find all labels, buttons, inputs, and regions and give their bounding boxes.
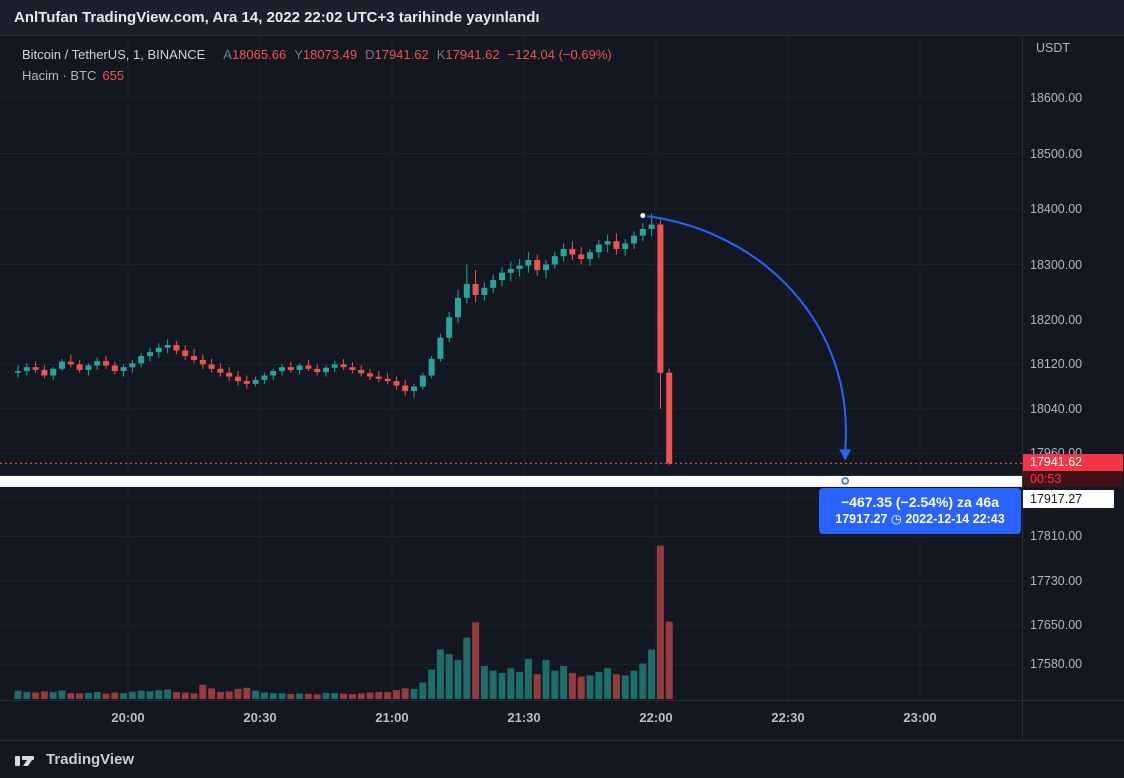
time-axis[interactable]: 20:00 20:30 21:00 21:30 22:00 22:30 23:00 (0, 700, 1124, 740)
price-tick-label: 18500.00 (1030, 146, 1083, 161)
price-tick-label: 18200.00 (1030, 313, 1083, 327)
publish-info-bar: AnlTufan TradingView.com, Ara 14, 2022 2… (0, 0, 1124, 36)
candle-countdown: 00:53 (1023, 471, 1123, 488)
time-tick-label: 22:00 (639, 710, 673, 725)
tradingview-logo-icon[interactable] (14, 749, 36, 771)
price-tick-label: 18400.00 (1030, 202, 1083, 216)
low-key: D (365, 47, 375, 62)
measure-change-text: −467.35 (−2.54%) za 46a (840, 494, 999, 510)
high-value: 18073.49 (302, 47, 358, 62)
tradingview-brand-text[interactable]: TradingView (46, 751, 135, 768)
open-value: 18065.66 (231, 47, 287, 62)
price-axis[interactable]: 17941.62 00:53 17917.27 18600.00 18500.00… (1022, 36, 1124, 700)
legend-symbol-row: Bitcoin / TetherUS, 1, BINANCE A18065.66 Y… (22, 44, 612, 65)
measure-price: 17917.27 (835, 512, 888, 526)
time-tick-label: 22:30 (771, 710, 805, 725)
high-key: Y (294, 47, 303, 62)
last-price-value: 17941.62 (1023, 454, 1123, 472)
chart-area: Bitcoin / TetherUS, 1, BINANCE A18065.66 Y… (0, 36, 1124, 740)
close-value: 17941.62 (445, 47, 500, 62)
quote-currency-label: USDT (1036, 41, 1071, 55)
price-tick-label: 17810.00 (1030, 529, 1083, 544)
footer-bar: TradingView (0, 740, 1124, 778)
open-key: A (223, 47, 232, 62)
price-tick-label: 17730.00 (1030, 573, 1083, 588)
low-value: 17941.62 (374, 47, 429, 62)
price-tick-label: 17580.00 (1030, 657, 1083, 672)
time-tick-label: 20:30 (243, 710, 277, 725)
symbol-title: Bitcoin / TetherUS, 1, BINANCE (22, 47, 206, 62)
price-tick-label: 18040.00 (1030, 401, 1083, 416)
time-tick-label: 21:00 (375, 710, 409, 725)
close-key: K (436, 47, 446, 62)
measure-target-text: 17917.27 ◷ 2022-12-14 22:43 (819, 511, 1021, 528)
measure-tooltip: −467.35 (−2.54%) za 46a 17917.27 ◷ 2022-… (819, 488, 1021, 534)
chart-legend: Bitcoin / TetherUS, 1, BINANCE A18065.66 Y… (22, 44, 612, 86)
price-tick-label: 17650.00 (1030, 618, 1083, 633)
measure-time: 2022-12-14 22:43 (905, 512, 1005, 526)
legend-volume-row: Hacim · BTC 655 (22, 65, 612, 86)
price-tick-label: 18300.00 (1030, 257, 1083, 272)
price-tick-label: 18120.00 (1030, 357, 1083, 372)
time-tick-label: 23:00 (903, 710, 937, 725)
volume-label: Hacim · BTC (22, 68, 97, 83)
chart-canvas[interactable] (0, 36, 1124, 740)
price-tick-label: 18600.00 (1030, 91, 1083, 105)
volume-value: 655 (102, 68, 125, 83)
drawing-price-label: 17917.27 (1023, 490, 1114, 509)
time-tick-label: 21:30 (507, 710, 541, 725)
publish-info-text: AnlTufan TradingView.com, Ara 14, 2022 2… (14, 9, 540, 26)
change-value: −124.04 (−0.69%) (507, 47, 612, 62)
time-tick-label: 20:00 (111, 710, 145, 725)
clock-icon: ◷ (890, 512, 902, 526)
last-price-badge: 17941.62 00:53 (1023, 454, 1123, 488)
